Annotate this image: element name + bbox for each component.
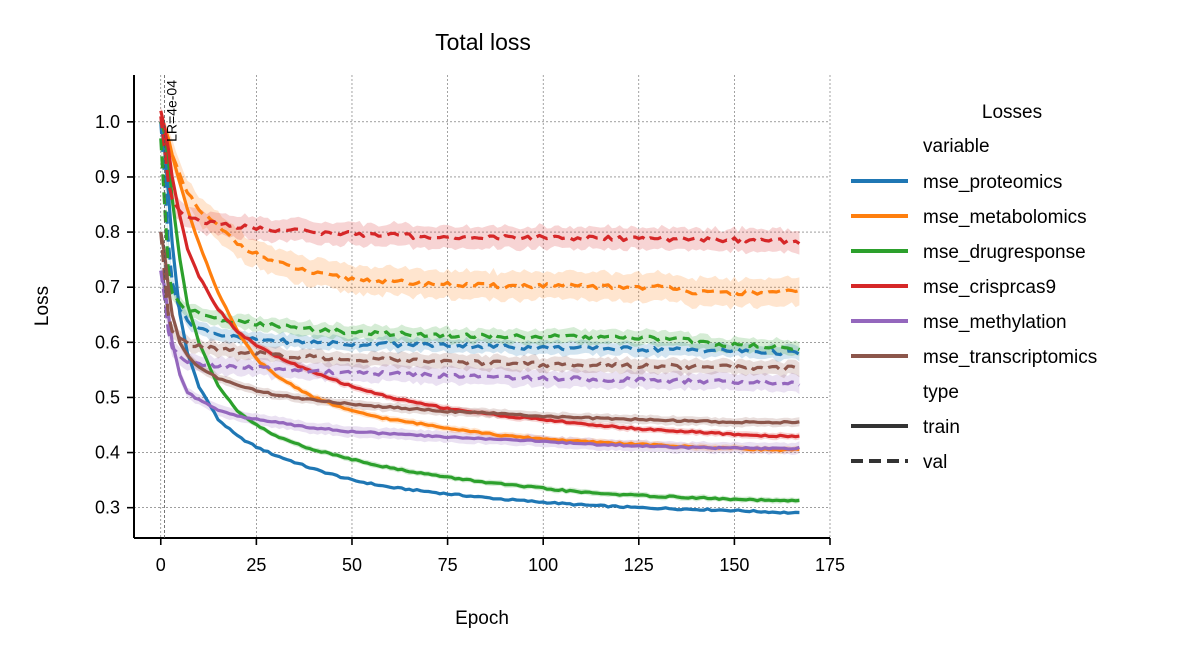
- x-tick-label: 50: [342, 555, 362, 575]
- x-tick-label: 150: [719, 555, 749, 575]
- line-mse_transcriptomics-val: [159, 231, 801, 372]
- legend-entry: mse_proteomics: [923, 172, 1062, 193]
- legend-entry: mse_metabolomics: [923, 207, 1087, 228]
- series-lines: [159, 110, 801, 515]
- annotations: LR=4e-04: [164, 75, 180, 538]
- line-mse_metabolomics-val: [159, 121, 800, 297]
- y-tick-label: 0.8: [95, 222, 120, 242]
- lr-annotation: LR=4e-04: [164, 80, 180, 142]
- y-tick-label: 1.0: [95, 112, 120, 132]
- x-tick-label: 125: [624, 555, 654, 575]
- line-mse_methylation-train: [159, 270, 800, 451]
- y-tick-label: 0.3: [95, 498, 120, 518]
- y-tick-label: 0.9: [95, 167, 120, 187]
- legend-hue-title: variable: [923, 136, 990, 157]
- legend-style-title: type: [923, 382, 959, 403]
- line-mse_transcriptomics-train: [159, 231, 800, 425]
- legend-entry: mse_transcriptomics: [923, 347, 1097, 368]
- x-tick-label: 75: [438, 555, 458, 575]
- legend-entry: mse_methylation: [923, 312, 1067, 333]
- line-mse_drugresponse-train: [159, 121, 800, 503]
- chart-title: Total loss: [435, 29, 531, 55]
- x-tick-label: 0: [156, 555, 166, 575]
- x-tick-label: 175: [815, 555, 845, 575]
- legend-style-entry: val: [923, 452, 947, 473]
- y-tick-label: 0.5: [95, 387, 120, 407]
- legend: Losses variable mse_proteomics mse_metabolo…: [851, 102, 1097, 473]
- legend-style-entry: train: [923, 417, 960, 438]
- legend-entry: mse_crisprcas9: [923, 277, 1056, 298]
- legend-entry: mse_drugresponse: [923, 242, 1086, 263]
- y-tick-label: 0.4: [95, 443, 120, 463]
- y-axis-label: Loss: [32, 286, 53, 326]
- grid-lines: [134, 75, 831, 538]
- confidence-bands: [160, 105, 800, 516]
- x-axis-label: Epoch: [455, 608, 509, 629]
- line-mse_proteomics-train: [159, 121, 800, 515]
- band-mse_methylation-val: [160, 262, 800, 395]
- legend-title: Losses: [982, 102, 1042, 123]
- line-mse_methylation-val: [159, 270, 801, 387]
- y-tick-label: 0.7: [95, 277, 120, 297]
- x-tick-label: 100: [528, 555, 558, 575]
- band-mse_transcriptomics-val: [160, 223, 800, 379]
- y-tick-label: 0.6: [95, 332, 120, 352]
- line-mse_proteomics-val: [159, 121, 801, 357]
- band-mse_metabolomics-val: [160, 108, 800, 310]
- line-mse_crisprcas9-val: [159, 116, 801, 245]
- x-tick-label: 25: [246, 555, 266, 575]
- axes: 0 25 50 75 100 125 150 175 0.3 0.4 0.5 0.6 0.7 0.8 0.9…: [95, 75, 845, 575]
